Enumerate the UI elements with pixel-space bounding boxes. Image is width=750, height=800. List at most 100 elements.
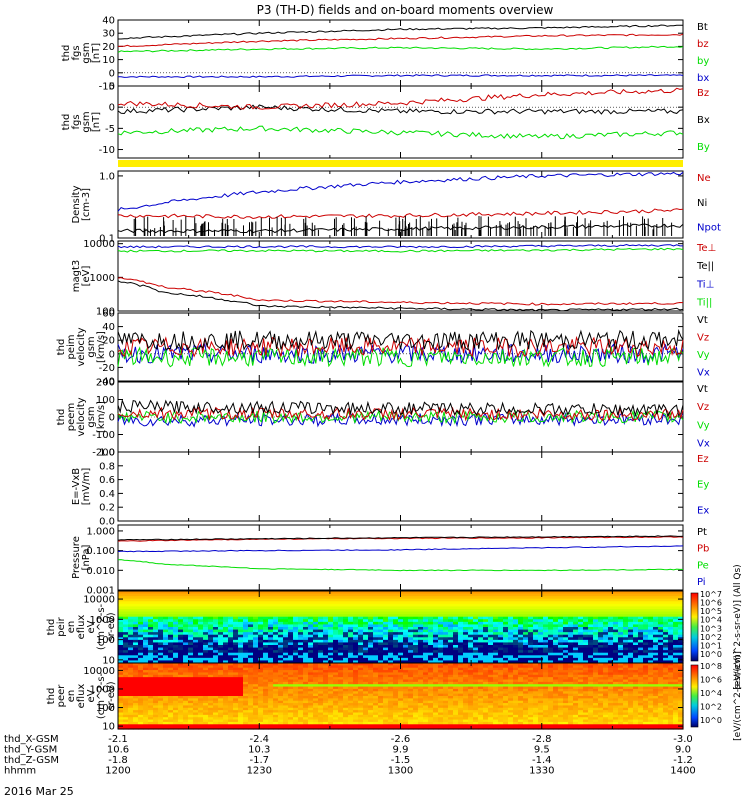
heatmap-cell (378, 655, 384, 659)
heatmap-cell (493, 657, 499, 662)
heatmap-cell (438, 660, 444, 664)
heatmap-cell (188, 667, 194, 671)
heatmap-cell (538, 655, 544, 659)
y-axis-label: velocity (76, 397, 87, 436)
heatmap-cell (303, 619, 309, 623)
heatmap-cell (463, 591, 469, 595)
heatmap-cell (168, 688, 174, 692)
heatmap-cell (303, 721, 309, 725)
heatmap-cell (438, 606, 444, 610)
heatmap-cell (623, 637, 629, 641)
heatmap-cell (333, 652, 339, 656)
heatmap-cell (208, 714, 214, 718)
heatmap-cell (183, 693, 189, 697)
heatmap-cell (508, 624, 514, 628)
heatmap-cell (313, 637, 319, 641)
heatmap-cell (268, 670, 274, 674)
legend-label: Ne (697, 173, 711, 184)
heatmap-cell (233, 591, 239, 595)
heatmap-cell (273, 679, 279, 683)
heatmap-cell (243, 665, 249, 669)
heatmap-cell (373, 609, 379, 613)
heatmap-cell (148, 696, 154, 699)
heatmap-cell (598, 657, 604, 662)
heatmap-cell (238, 672, 244, 676)
heatmap-cell (393, 645, 399, 649)
heatmap-cell (233, 696, 239, 699)
heatmap-cell (553, 591, 559, 595)
heatmap-cell (578, 639, 584, 644)
heatmap-cell (118, 721, 124, 725)
heatmap-cell (403, 614, 409, 618)
heatmap-cell (143, 642, 149, 646)
heatmap-cell (283, 642, 289, 646)
heatmap-cell (623, 652, 629, 656)
heatmap-cell (148, 601, 154, 605)
heatmap-cell (678, 603, 684, 608)
heatmap-cell (483, 621, 489, 626)
heatmap-cell (268, 710, 274, 714)
heatmap-cell (153, 639, 159, 644)
heatmap-cell (318, 657, 324, 662)
heatmap-cell (248, 614, 254, 618)
heatmap-cell (253, 603, 259, 608)
heatmap-cell (313, 698, 319, 702)
heatmap-cell (543, 652, 549, 656)
heatmap-cell (403, 624, 409, 628)
legend-label: Te⊥ (696, 243, 716, 254)
heatmap-cell (143, 627, 149, 631)
heatmap-cell (328, 691, 334, 695)
heatmap-cell (448, 647, 454, 651)
heatmap-cell (303, 598, 309, 602)
heatmap-cell (148, 629, 154, 633)
heatmap-cell (313, 601, 319, 605)
heatmap-cell (293, 677, 299, 681)
heatmap-cell (503, 591, 509, 595)
heatmap-cell (133, 611, 139, 615)
heatmap-cell (318, 629, 324, 633)
heatmap-cell (238, 679, 244, 683)
heatmap-cell (353, 596, 359, 600)
heatmap-cell (248, 719, 254, 723)
heatmap-cell (413, 637, 419, 641)
heatmap-cell (398, 598, 404, 602)
heatmap-cell (188, 724, 194, 728)
heatmap-cell (243, 679, 249, 683)
heatmap-cell (523, 609, 529, 613)
heatmap-cell (193, 637, 199, 641)
heatmap-cell (318, 663, 324, 666)
heatmap-cell (228, 637, 234, 641)
heatmap-cell (423, 624, 429, 628)
heatmap-cell (238, 634, 244, 638)
heatmap-cell (243, 717, 249, 721)
heatmap-cell (678, 621, 684, 626)
heatmap-cell (293, 721, 299, 725)
heatmap-cell (318, 611, 324, 615)
y-axis-label: en (66, 621, 77, 634)
heatmap-cell (273, 696, 279, 699)
heatmap-cell (463, 609, 469, 613)
heatmap-cell (308, 632, 314, 636)
heatmap-cell (268, 619, 274, 623)
heatmap-cell (303, 714, 309, 718)
heatmap-cell (218, 652, 224, 656)
heatmap-cell (253, 647, 259, 651)
heatmap-cell (648, 634, 654, 638)
heatmap-cell (323, 710, 329, 714)
heatmap-cell (248, 593, 254, 597)
heatmap-cell (323, 714, 329, 718)
heatmap-cell (383, 627, 389, 631)
heatmap-cell (128, 621, 134, 626)
heatmap-cell (538, 591, 544, 595)
heatmap-cell (498, 614, 504, 618)
heatmap-cell (403, 596, 409, 600)
heatmap-cell (263, 598, 269, 602)
heatmap-cell (358, 621, 364, 626)
heatmap-cell (643, 637, 649, 641)
heatmap-cell (338, 596, 344, 600)
heatmap-cell (273, 593, 279, 597)
heatmap-cell (413, 629, 419, 633)
heatmap-cell (563, 660, 569, 664)
heatmap-cell (298, 665, 304, 669)
heatmap-cell (473, 598, 479, 602)
